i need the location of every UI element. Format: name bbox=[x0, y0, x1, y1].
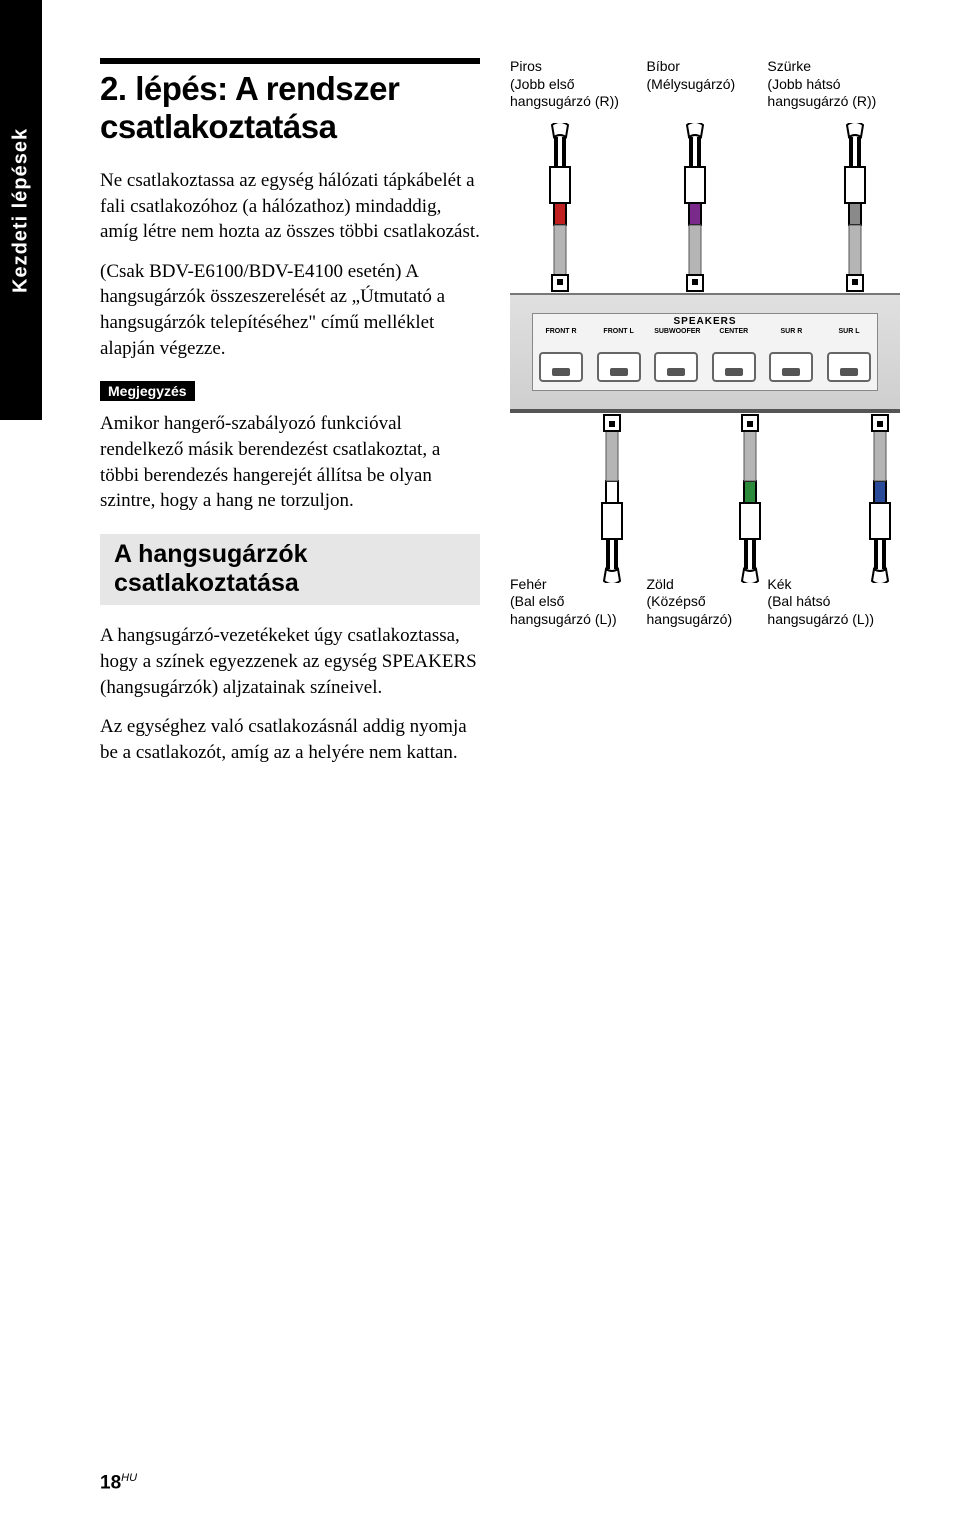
cable-bot-1 bbox=[730, 413, 770, 583]
port-front-l bbox=[597, 352, 641, 382]
speaker-diagram: Piros (Jobb első hangsugárzó (R)) Bíbor … bbox=[510, 58, 900, 628]
note-chip: Megjegyzés bbox=[100, 381, 195, 401]
cable-top-0 bbox=[540, 123, 580, 293]
paragraph-3: A hangsugárzó-vezetékeket úgy csatlakozt… bbox=[100, 623, 480, 700]
back-panel: SPEAKERS FRONT R FRONT L SUBWOOFER CENTE… bbox=[510, 293, 900, 413]
cable-bot-0 bbox=[592, 413, 632, 583]
bottom-labels: Fehér (Bal első hangsugárzó (L)) Zöld (K… bbox=[510, 576, 900, 629]
right-column: Piros (Jobb első hangsugárzó (R)) Bíbor … bbox=[510, 58, 900, 628]
top-labels: Piros (Jobb első hangsugárzó (R)) Bíbor … bbox=[510, 58, 900, 111]
label-bot-1: Fehér (Bal első hangsugárzó (L)) bbox=[510, 576, 643, 629]
heading-rule bbox=[100, 58, 480, 64]
paragraph-4: Az egységhez való csatlakozásnál addig n… bbox=[100, 714, 480, 765]
ports-row bbox=[539, 352, 871, 382]
cable-bot-2 bbox=[860, 413, 900, 583]
side-tab: Kezdeti lépések bbox=[0, 0, 42, 420]
page-number: 18HU bbox=[100, 1472, 137, 1494]
page-title: 2. lépés: A rendszer csatlakoztatása bbox=[100, 70, 480, 146]
note-text: Amikor hangerő-szabályozó funkcióval ren… bbox=[100, 411, 480, 514]
label-top-3: Szürke (Jobb hátsó hangsugárzó (R)) bbox=[767, 58, 900, 111]
cable-top-1 bbox=[675, 123, 715, 293]
port-subwoofer bbox=[654, 352, 698, 382]
sub-heading: A hangsugárzók csatlakoztatása bbox=[114, 540, 466, 598]
port-center bbox=[712, 352, 756, 382]
label-bot-3: Kék (Bal hátsó hangsugárzó (L)) bbox=[767, 576, 900, 629]
cable-top-2 bbox=[835, 123, 875, 293]
label-top-2: Bíbor (Mélysugárzó) bbox=[647, 58, 764, 111]
intro-paragraph-1: Ne csatlakoztassa az egység hálózati táp… bbox=[100, 168, 480, 245]
port-front-r bbox=[539, 352, 583, 382]
sub-heading-box: A hangsugárzók csatlakoztatása bbox=[100, 534, 480, 606]
left-column: 2. lépés: A rendszer csatlakoztatása Ne … bbox=[100, 58, 480, 780]
intro-paragraph-2: (Csak BDV-E6100/BDV-E4100 esetén) A hang… bbox=[100, 259, 480, 362]
label-bot-2: Zöld (Középső hangsugárzó) bbox=[647, 576, 764, 629]
port-frame-title: SPEAKERS bbox=[533, 316, 877, 327]
port-sur-l bbox=[827, 352, 871, 382]
port-sur-r bbox=[769, 352, 813, 382]
port-labels-row: FRONT R FRONT L SUBWOOFER CENTER SUR R S… bbox=[539, 328, 871, 335]
port-frame: SPEAKERS FRONT R FRONT L SUBWOOFER CENTE… bbox=[532, 313, 878, 391]
label-top-1: Piros (Jobb első hangsugárzó (R)) bbox=[510, 58, 643, 111]
